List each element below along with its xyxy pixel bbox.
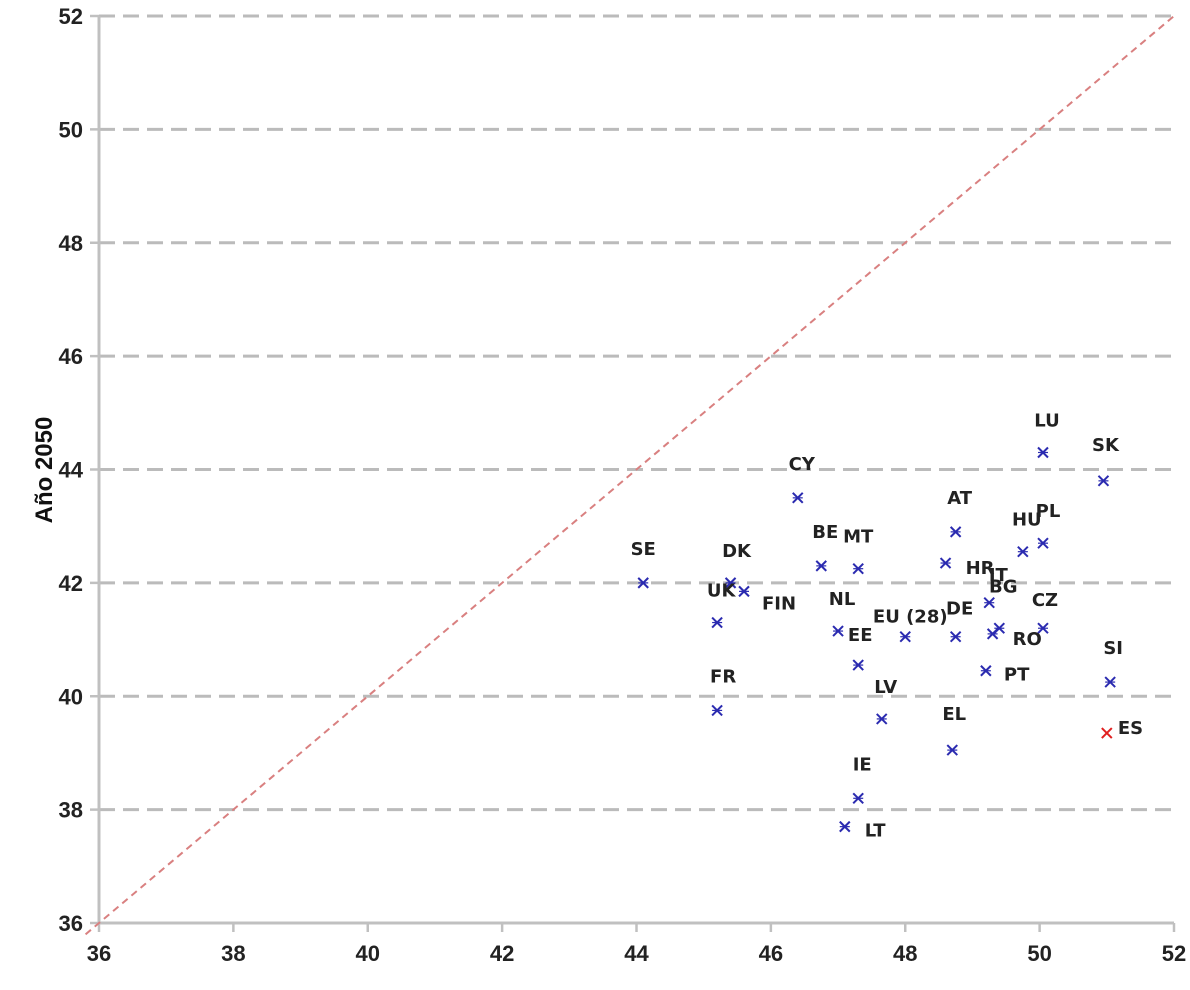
label-be: BE xyxy=(812,522,838,543)
label-fin: FIN xyxy=(762,593,796,614)
point-sk xyxy=(1097,475,1110,487)
x-tick-label-46: 46 xyxy=(759,941,783,966)
label-dk: DK xyxy=(722,541,752,562)
x-tick-label-48: 48 xyxy=(893,941,917,966)
point-cy xyxy=(792,492,804,504)
point-at xyxy=(949,526,962,538)
axes xyxy=(90,14,1176,932)
point-mt xyxy=(852,562,864,575)
label-lv: LV xyxy=(874,677,897,698)
y-tick-label-50: 50 xyxy=(59,117,83,142)
label-ro: RO xyxy=(1013,629,1042,650)
label-lt: LT xyxy=(865,821,886,842)
label-sk: SK xyxy=(1092,435,1120,456)
label-cz: CZ xyxy=(1032,590,1058,611)
point-pt xyxy=(980,665,992,677)
y-tick-label-36: 36 xyxy=(59,911,83,936)
label-hr: HR xyxy=(966,558,995,579)
label-ee: EE xyxy=(848,625,873,646)
label-se: SE xyxy=(631,539,656,560)
y-tick-label-52: 52 xyxy=(59,4,83,29)
x-tick-label-50: 50 xyxy=(1027,941,1051,966)
point-se xyxy=(637,577,649,589)
point-es xyxy=(1101,727,1113,739)
point-ro xyxy=(986,628,999,640)
point-eu-28 xyxy=(899,631,911,643)
point-ie xyxy=(852,792,864,804)
point-cz xyxy=(1037,622,1049,634)
point-dk xyxy=(724,577,737,589)
x-tick-label-52: 52 xyxy=(1162,941,1186,966)
point-hr xyxy=(939,557,952,569)
label-uk: UK xyxy=(707,581,737,602)
point-lv xyxy=(876,713,888,725)
label-nl: NL xyxy=(829,589,856,610)
label-es: ES xyxy=(1118,718,1143,739)
point-hu xyxy=(1017,545,1029,558)
label-hu: HU xyxy=(1012,510,1042,531)
y-tick-label-44: 44 xyxy=(59,458,84,483)
point-bg xyxy=(983,597,995,609)
label-at: AT xyxy=(947,488,973,509)
data-points xyxy=(637,446,1116,833)
y-tick-label-38: 38 xyxy=(59,798,83,823)
label-lu: LU xyxy=(1034,410,1059,431)
x-tick-label-42: 42 xyxy=(490,941,514,966)
label-mt: MT xyxy=(843,527,874,548)
point-lt xyxy=(839,820,851,833)
x-tick-label-38: 38 xyxy=(221,941,245,966)
y-axis-title: Año 2050 xyxy=(31,417,58,524)
label-ie: IE xyxy=(853,754,872,775)
label-fr: FR xyxy=(710,666,736,687)
point-lu xyxy=(1037,446,1049,459)
grid-lines xyxy=(99,14,1174,812)
label-si: SI xyxy=(1103,638,1123,659)
label-bg: BG xyxy=(989,577,1018,598)
label-de: DE xyxy=(946,599,973,620)
point-mark-b xyxy=(1101,727,1113,739)
point-uk xyxy=(711,616,723,629)
y-tick-label-42: 42 xyxy=(59,571,83,596)
y-tick-label-40: 40 xyxy=(59,684,83,709)
point-ee xyxy=(852,659,864,671)
point-de xyxy=(949,631,962,643)
label-it: IT xyxy=(989,565,1009,586)
y-tick-label-46: 46 xyxy=(59,344,83,369)
diagonal-reference-line xyxy=(84,15,1175,936)
point-si xyxy=(1104,676,1116,688)
label-eu-28: EU (28) xyxy=(873,607,948,628)
label-cy: CY xyxy=(789,454,816,475)
label-el: EL xyxy=(942,704,966,725)
label-pl: PL xyxy=(1036,501,1061,522)
x-tick-label-44: 44 xyxy=(624,941,649,966)
y-tick-label-48: 48 xyxy=(59,231,83,256)
reference-line xyxy=(84,15,1175,936)
point-nl xyxy=(832,625,844,637)
point-fin xyxy=(738,585,750,598)
point-labels: SE DK UK FIN FR CY BE MT NL EE LV IE LT EU (28) AT HR DE… xyxy=(631,410,1143,841)
x-tick-label-40: 40 xyxy=(356,941,380,966)
point-el xyxy=(946,744,958,756)
x-tick-label-36: 36 xyxy=(87,941,111,966)
tick-labels: 36 38 40 42 44 46 48 50 52 36 38 40 42 44 46 48 50 52 xyxy=(59,4,1187,966)
point-be xyxy=(815,560,827,572)
point-fr xyxy=(711,704,723,717)
point-pl xyxy=(1037,537,1049,549)
label-pt: PT xyxy=(1004,665,1030,686)
